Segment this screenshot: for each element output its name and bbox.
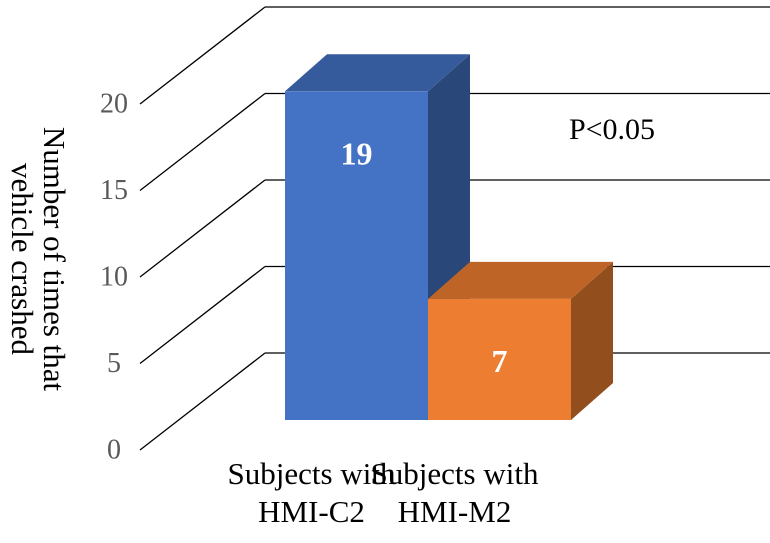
annotation: P<0.05 [569, 113, 655, 146]
bar-front [285, 91, 428, 421]
y-tick-label: 15 [100, 175, 128, 206]
y-tick-label: 0 [107, 434, 121, 465]
bar-side [571, 261, 613, 420]
grid-line [139, 92, 266, 192]
grid-line [139, 265, 266, 365]
y-tick-label: 20 [100, 88, 128, 119]
y-tick-label: 5 [107, 348, 121, 379]
value-label: 19 [341, 136, 373, 172]
bar: 7 [428, 261, 613, 420]
grid-line [139, 6, 266, 105]
x-tick-label: Subjects with HMI-C2 [227, 456, 396, 529]
y-axis-title: Number of times that vehicle crashed [5, 126, 72, 392]
bar-front [428, 298, 571, 420]
plot: 0 5 10 15 20 19 7 [100, 6, 770, 465]
value-label: 7 [492, 343, 508, 379]
bar-top [285, 54, 470, 92]
bar: 19 [285, 54, 470, 421]
bar-top [428, 261, 613, 299]
y-tick-label: 10 [100, 261, 128, 292]
x-tick-label: Subjects with HMI-M2 [370, 456, 539, 529]
grid-line [139, 352, 266, 451]
grid-line [139, 179, 266, 278]
